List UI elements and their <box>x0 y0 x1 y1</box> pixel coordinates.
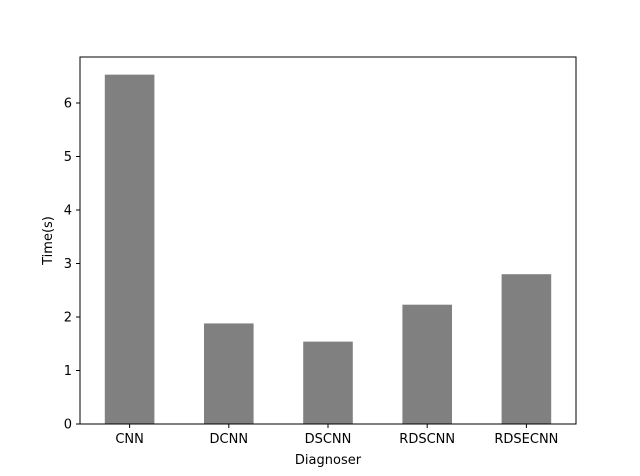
bar-dcnn <box>204 323 254 424</box>
x-tick-label: CNN <box>115 432 144 447</box>
y-tick-label: 2 <box>64 311 72 326</box>
x-axis-label: Diagnoser <box>295 453 362 468</box>
x-tick-label: RDSECNN <box>494 432 558 447</box>
y-tick-label: 3 <box>64 257 72 272</box>
y-tick-label: 4 <box>64 204 72 219</box>
bar-cnn <box>104 74 155 425</box>
y-tick-label: 5 <box>64 150 72 165</box>
bar-rdscnn <box>402 304 452 424</box>
bars-group <box>104 74 552 425</box>
x-axis-ticks: CNN DCNN DSCNN RDSCNN RDSECNN <box>115 424 558 447</box>
y-axis-ticks: 0 1 2 3 4 5 6 <box>64 97 80 433</box>
y-tick-label: 1 <box>64 364 72 379</box>
x-tick-label: DSCNN <box>305 432 352 447</box>
x-tick-label: DCNN <box>210 432 249 447</box>
y-tick-label: 6 <box>64 97 72 112</box>
y-axis-label: Time(s) <box>41 216 56 266</box>
x-tick-label: RDSCNN <box>399 432 455 447</box>
bar-rdsecnn <box>501 274 552 424</box>
y-tick-label: 0 <box>64 418 72 433</box>
bar-dscnn <box>303 341 353 424</box>
